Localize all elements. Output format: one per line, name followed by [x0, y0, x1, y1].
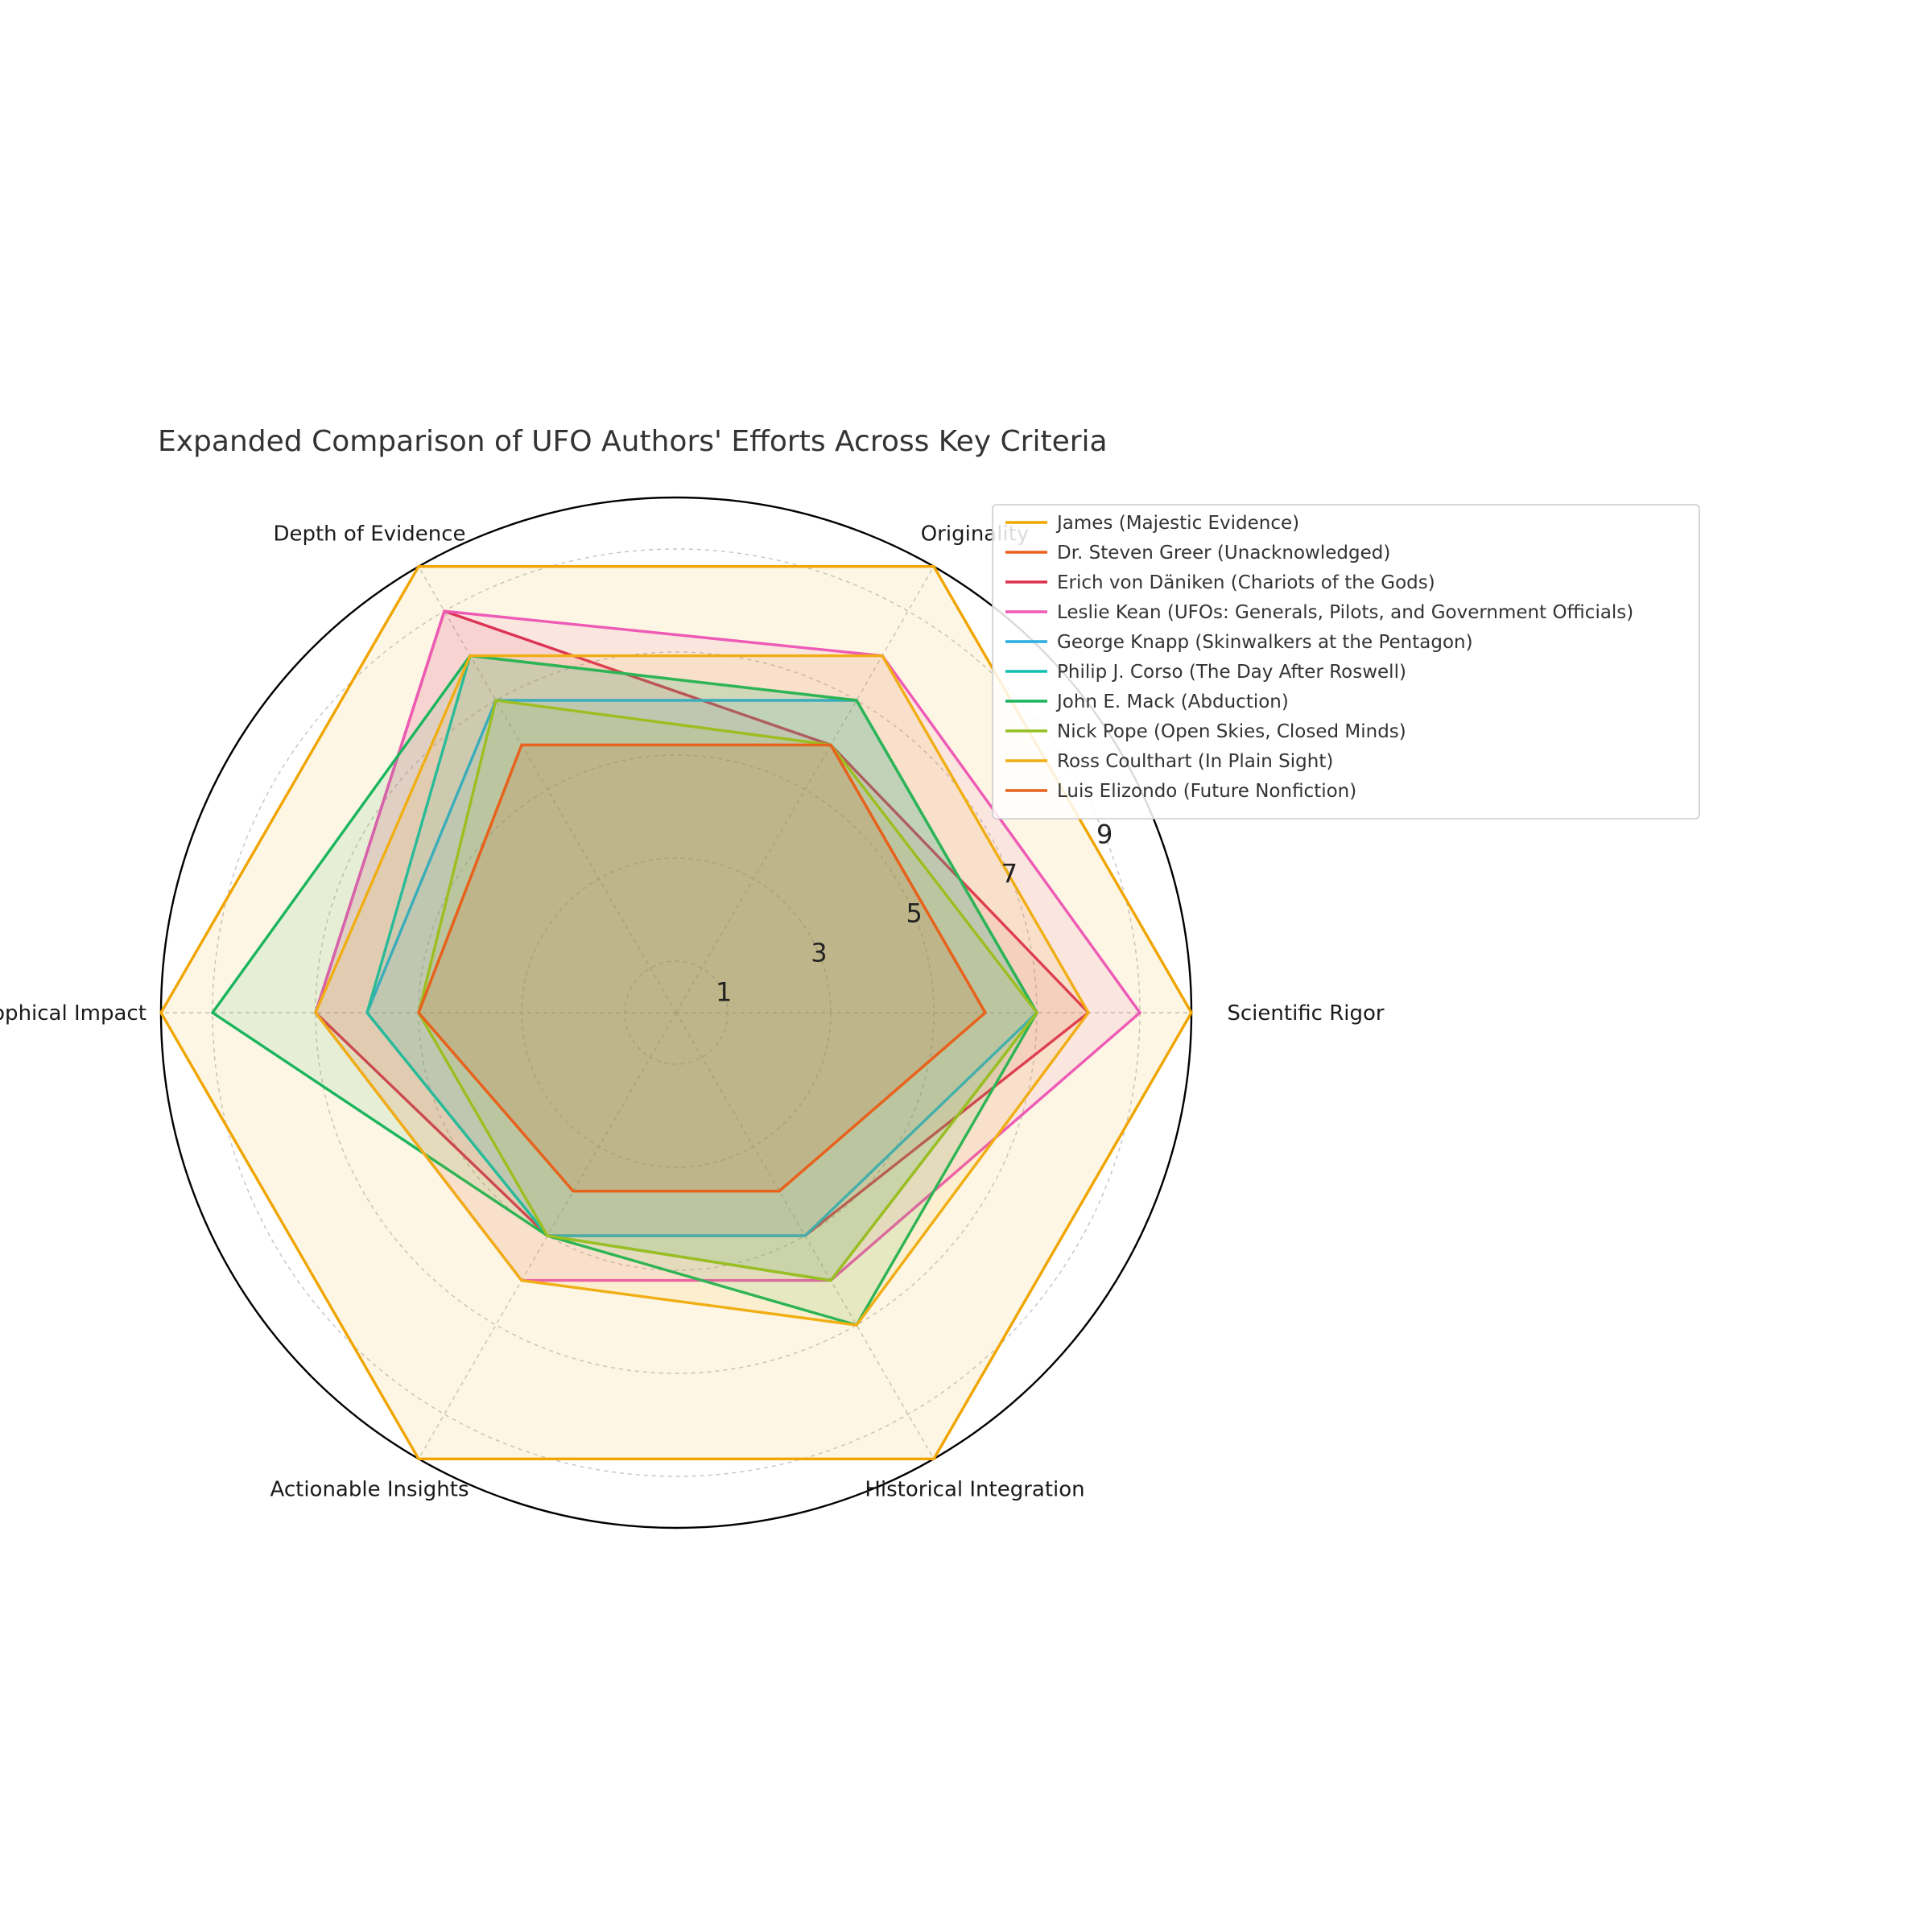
grid-spoke-2 [675, 566, 935, 1013]
tick-label-layer: 1 3 5 7 9 [716, 819, 1113, 1008]
axis-label-5: Actionable Insights [270, 1477, 469, 1501]
legend: James (Majestic Evidence) Dr. Steven Gree… [992, 504, 1700, 819]
chart-title: Expanded Comparison of UFO Authors' Effo… [158, 425, 1108, 458]
legend-label-1: James (Majestic Evidence) [1055, 513, 1299, 534]
legend-label-7: John E. Mack (Abduction) [1055, 691, 1289, 712]
legend-label-10: Luis Elizondo (Future Nonfiction) [1057, 781, 1356, 802]
legend-label-8: Nick Pope (Open Skies, Closed Minds) [1057, 721, 1406, 742]
legend-label-6: Philip J. Corso (The Day After Roswell) [1057, 662, 1406, 683]
series-polygon-1 [159, 565, 1193, 1461]
legend-label-9: Ross Coulthart (In Plain Sight) [1057, 751, 1333, 772]
legend-label-4: Leslie Kean (UFOs: Generals, Pilots, and… [1057, 602, 1633, 623]
tick-label-4: 7 [1001, 859, 1018, 890]
axis-label-4: Philosophical Impact [0, 1001, 147, 1026]
series-polygon-9 [314, 654, 1091, 1327]
series-layer [159, 565, 1193, 1461]
tick-label-3: 5 [906, 898, 922, 929]
grid-spoke-3 [418, 566, 677, 1013]
axis-label-3: Depth of Evidence [273, 522, 465, 547]
legend-frame [992, 504, 1700, 819]
series-polygon-10 [417, 743, 988, 1193]
tick-label-1: 1 [716, 977, 732, 1008]
legend-label-3: Erich von Däniken (Chariots of the Gods) [1057, 572, 1435, 593]
axis-label-6: Historical Integration [865, 1477, 1084, 1501]
legend-label-2: Dr. Steven Greer (Unacknowledged) [1057, 543, 1390, 564]
tick-label-2: 3 [811, 938, 827, 968]
tick-label-5: 9 [1096, 819, 1113, 850]
axis-label-1: Scientific Rigor [1227, 1001, 1385, 1026]
legend-label-5: George Knapp (Skinwalkers at the Pentago… [1057, 632, 1473, 653]
